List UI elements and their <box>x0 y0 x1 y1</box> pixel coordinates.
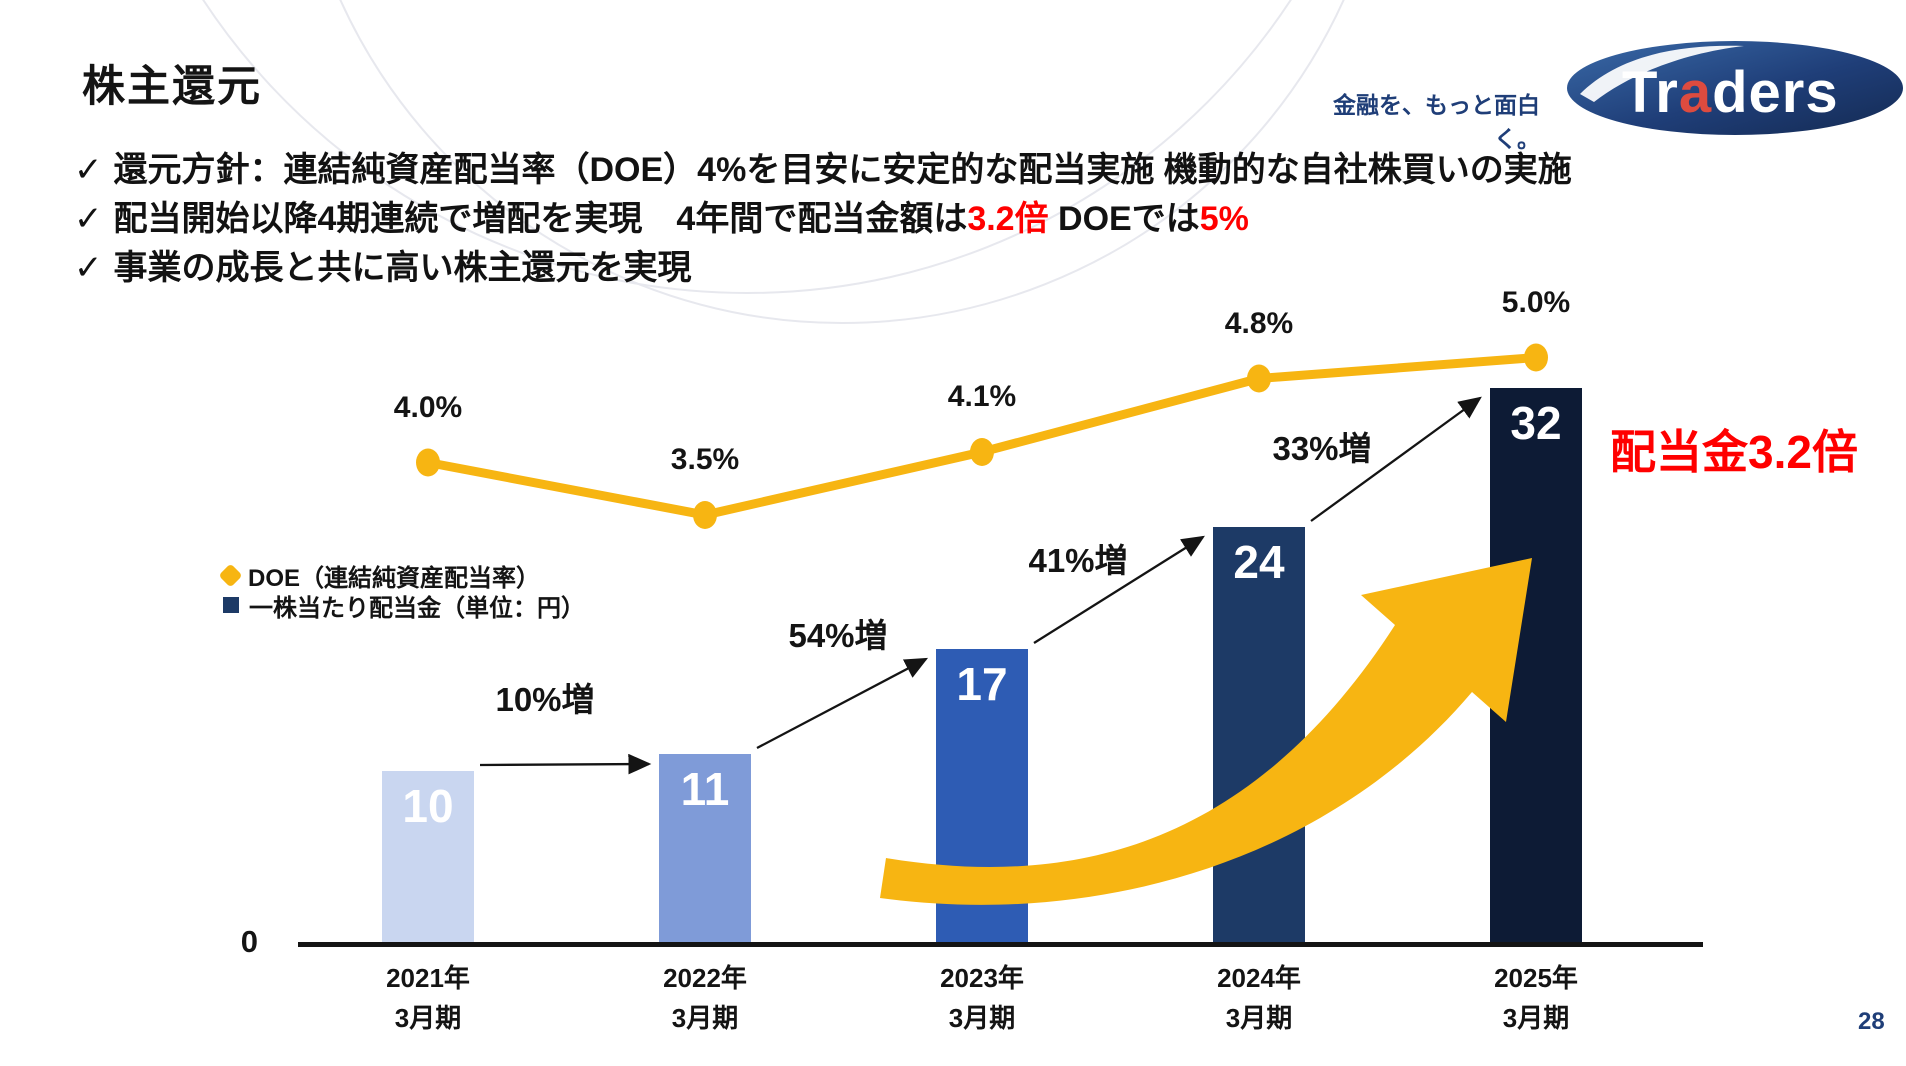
dividend-bar: 11 <box>659 754 751 945</box>
logo-text-a: a <box>1679 60 1712 125</box>
y-axis-zero-label: 0 <box>240 924 258 959</box>
legend-row-doe: DOE（連結純資産配当率） <box>218 560 585 592</box>
dividend-bar: 32 <box>1490 388 1582 945</box>
doe-point-marker-icon <box>416 448 440 477</box>
growth-rate-label: 54%増 <box>788 617 888 654</box>
bar-value-label: 32 <box>1510 397 1562 449</box>
x-axis-tick-label: 2025年 3月期 <box>1494 963 1578 1033</box>
check-icon: ✓ <box>74 200 103 238</box>
dividend-bar-marker-icon <box>223 597 239 613</box>
bullet-list: ✓ 還元方針：連結純資産配当率（DOE）4%を目安に安定的な配当実施 機動的な自… <box>74 146 1572 293</box>
check-icon: ✓ <box>74 249 103 287</box>
bar-value-label: 11 <box>680 763 730 815</box>
doe-point-label: 4.1% <box>947 380 1017 413</box>
dividend-bar: 24 <box>1213 527 1305 945</box>
doe-point-marker-icon <box>970 438 994 466</box>
x-axis-tick-label: 2023年 3月期 <box>940 963 1024 1033</box>
logo-text-tr: Tr <box>1622 60 1679 125</box>
bullet-text-segment: DOEでは <box>1048 200 1200 238</box>
chart-legend: DOE（連結純資産配当率） 一株当たり配当金（単位：円） <box>218 560 585 622</box>
dividend-bar: 10 <box>382 771 474 945</box>
dividend-multiple-annotation: 配当金3.2倍 <box>1610 426 1858 478</box>
logo-text-ders: ders <box>1712 60 1839 125</box>
bullet-item: ✓ 事業の成長と共に高い株主還元を実現 <box>74 244 1572 293</box>
traders-logo-icon: Traders <box>1567 41 1903 135</box>
x-axis-line <box>298 942 1703 947</box>
bullet-text-segment: 配当開始以降4期連続で増配を実現 4年間で配当金額は <box>113 200 968 238</box>
x-axis-tick-label: 2021年 3月期 <box>386 963 470 1033</box>
svg-text:Traders: Traders <box>1622 60 1839 125</box>
page-number: 28 <box>1858 1008 1885 1035</box>
doe-point-marker-icon <box>693 501 717 529</box>
check-icon: ✓ <box>74 151 103 189</box>
increase-arrow-icon <box>756 657 929 750</box>
page-title: 株主還元 <box>82 63 262 111</box>
growth-rate-label: 10%増 <box>495 681 595 718</box>
doe-point-label: 4.0% <box>393 390 463 424</box>
increase-arrow-icon <box>479 753 652 775</box>
legend-row-dividend: 一株当たり配当金（単位：円） <box>220 590 585 622</box>
logo-tagline: 金融を、もっと面白く。 <box>1333 92 1540 152</box>
bullet-text: 配当開始以降4期連続で増配を実現 4年間で配当金額は3.2倍 DOEでは5% <box>114 195 1249 244</box>
bar-value-label: 10 <box>402 780 454 832</box>
dividend-bar: 17 <box>936 649 1028 945</box>
growth-rate-label: 33%増 <box>1272 430 1372 467</box>
x-axis-tick-label: 2024年 3月期 <box>1217 963 1301 1033</box>
doe-point-marker-icon <box>1524 343 1548 372</box>
doe-line-marker-icon <box>218 562 243 588</box>
bar-value-label: 17 <box>956 658 1008 710</box>
bar-value-label: 24 <box>1233 536 1285 588</box>
bullet-item: ✓ 配当開始以降4期連続で増配を実現 4年間で配当金額は3.2倍 DOEでは5% <box>74 195 1572 244</box>
bullet-text: 事業の成長と共に高い株主還元を実現 <box>113 249 692 287</box>
logo-swoosh <box>1580 45 1744 102</box>
bullet-item: ✓ 還元方針：連結純資産配当率（DOE）4%を目安に安定的な配当実施 機動的な自… <box>74 146 1572 195</box>
growth-rate-label: 41%増 <box>1028 542 1128 579</box>
legend-label-doe: DOE（連結純資産配当率） <box>248 564 541 592</box>
bullet-text: 還元方針：連結純資産配当率（DOE）4%を目安に安定的な配当実施 機動的な自社株… <box>113 151 1572 189</box>
legend-label-dividend: 一株当たり配当金（単位：円） <box>249 594 585 622</box>
doe-point-label: 3.5% <box>670 443 740 476</box>
doe-point-label: 5.0% <box>1501 285 1571 319</box>
doe-point-marker-icon <box>1247 364 1271 393</box>
doe-point-label: 4.8% <box>1224 306 1294 340</box>
bullet-text-highlight: 5% <box>1199 200 1249 238</box>
bullet-text-highlight: 3.2倍 <box>967 200 1049 238</box>
x-axis-tick-label: 2022年 3月期 <box>663 963 747 1033</box>
